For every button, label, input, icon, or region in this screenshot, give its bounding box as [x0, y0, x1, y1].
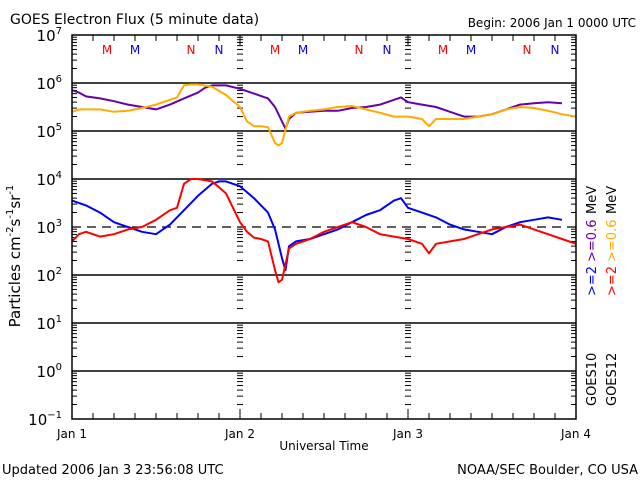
- y-axis-label-s: s: [6, 218, 24, 226]
- y-tick-base: 10: [37, 123, 56, 141]
- gridlines: [72, 82, 576, 372]
- series-line: [71, 84, 563, 130]
- mn-marker: M: [130, 43, 140, 57]
- x-tick-label: Jan 2: [224, 427, 255, 441]
- mn-marker: N: [551, 43, 560, 57]
- y-tick-exponent: 3: [56, 218, 62, 229]
- y-tick-base: 10: [28, 411, 47, 429]
- mn-marker: N: [383, 43, 392, 57]
- series-line: [71, 83, 577, 147]
- y-tick-exponent: 2: [56, 266, 62, 277]
- y-tick-exponent: 4: [56, 170, 62, 181]
- y-tick-exponent: 6: [56, 74, 62, 85]
- source-credit: NOAA/SEC Boulder, CO USA: [457, 463, 638, 478]
- y-tick-base: 10: [37, 219, 56, 237]
- y-tick-label: 10−1: [28, 410, 62, 429]
- y-tick-label: 104: [37, 170, 62, 189]
- y-tick-exponent: 7: [56, 26, 62, 37]
- y-tick-exponent: 1: [56, 314, 62, 325]
- mn-marker: M: [102, 43, 112, 57]
- y-tick-label: 100: [37, 362, 62, 381]
- chart-title: GOES Electron Flux (5 minute data): [10, 12, 259, 28]
- y-tick-base: 10: [37, 171, 56, 189]
- mn-marker: M: [438, 43, 448, 57]
- legend-group: GOES10 >=2 >=0.6 MeV: [585, 186, 600, 406]
- plot-frame: [71, 34, 577, 420]
- y-tick-label: 106: [37, 74, 62, 93]
- x-tick-label: Jan 4: [560, 427, 591, 441]
- legend-item: >=2: [605, 266, 620, 296]
- x-tick-labels: Jan 1 Jan 2 Jan 3 Jan 4: [56, 427, 591, 441]
- series-line: [71, 180, 563, 272]
- legend-item: MeV: [605, 186, 620, 214]
- mn-marker: M: [466, 43, 476, 57]
- y-tick-base: 10: [37, 27, 56, 45]
- begin-label: Begin: 2006 Jan 1 0000 UTC: [468, 16, 636, 30]
- x-tick-label: Jan 1: [56, 427, 87, 441]
- x-tick-label: Jan 3: [392, 427, 423, 441]
- y-axis-label: Particles cm-2s-1sr-1: [5, 185, 24, 328]
- legend-satellite: GOES10: [585, 353, 600, 406]
- mn-marker: M: [270, 43, 280, 57]
- y-axis-label-exp3: -1: [5, 185, 16, 195]
- data-series: [71, 83, 577, 284]
- y-tick-base: 10: [37, 315, 56, 333]
- y-tick-base: 10: [37, 267, 56, 285]
- y-tick-exponent: −1: [47, 410, 62, 421]
- legend: GOES10 >=2 >=0.6 MeV GOES12 >=2 >=0.6 MeV: [585, 186, 620, 406]
- y-tick-base: 10: [37, 75, 56, 93]
- legend-item: MeV: [585, 186, 600, 214]
- y-tick-label: 101: [37, 314, 62, 333]
- y-tick-label: 103: [37, 218, 62, 237]
- y-axis-label-exp1: -2: [5, 226, 16, 236]
- legend-satellite: GOES12: [605, 353, 620, 406]
- svg-text:Particles cm-2s-1sr-1: Particles cm-2s-1sr-1: [5, 185, 24, 328]
- y-tick-base: 10: [37, 363, 56, 381]
- x-axis-label: Universal Time: [279, 439, 368, 453]
- y-axis-label-exp2: -1: [5, 209, 16, 219]
- legend-item: >=0.6: [585, 220, 600, 262]
- y-tick-exponent: 5: [56, 122, 62, 133]
- legend-item: >=2: [585, 266, 600, 296]
- legend-item: >=0.6: [605, 220, 620, 262]
- y-tick-exponent: 0: [56, 362, 62, 373]
- y-axis-label-sr: sr: [6, 194, 24, 209]
- mn-marker: N: [523, 43, 532, 57]
- y-tick-label: 102: [37, 266, 62, 285]
- updated-timestamp: Updated 2006 Jan 3 23:56:08 UTC: [2, 463, 224, 478]
- mn-marker: N: [187, 43, 196, 57]
- mn-marker: N: [215, 43, 224, 57]
- y-tick-label: 107: [37, 26, 62, 45]
- series-line: [71, 178, 577, 284]
- legend-group: GOES12 >=2 >=0.6 MeV: [605, 186, 620, 406]
- y-tick-label: 105: [37, 122, 62, 141]
- mn-marker: N: [355, 43, 364, 57]
- y-axis-label-main: Particles cm: [6, 236, 24, 327]
- mn-marker: M: [298, 43, 308, 57]
